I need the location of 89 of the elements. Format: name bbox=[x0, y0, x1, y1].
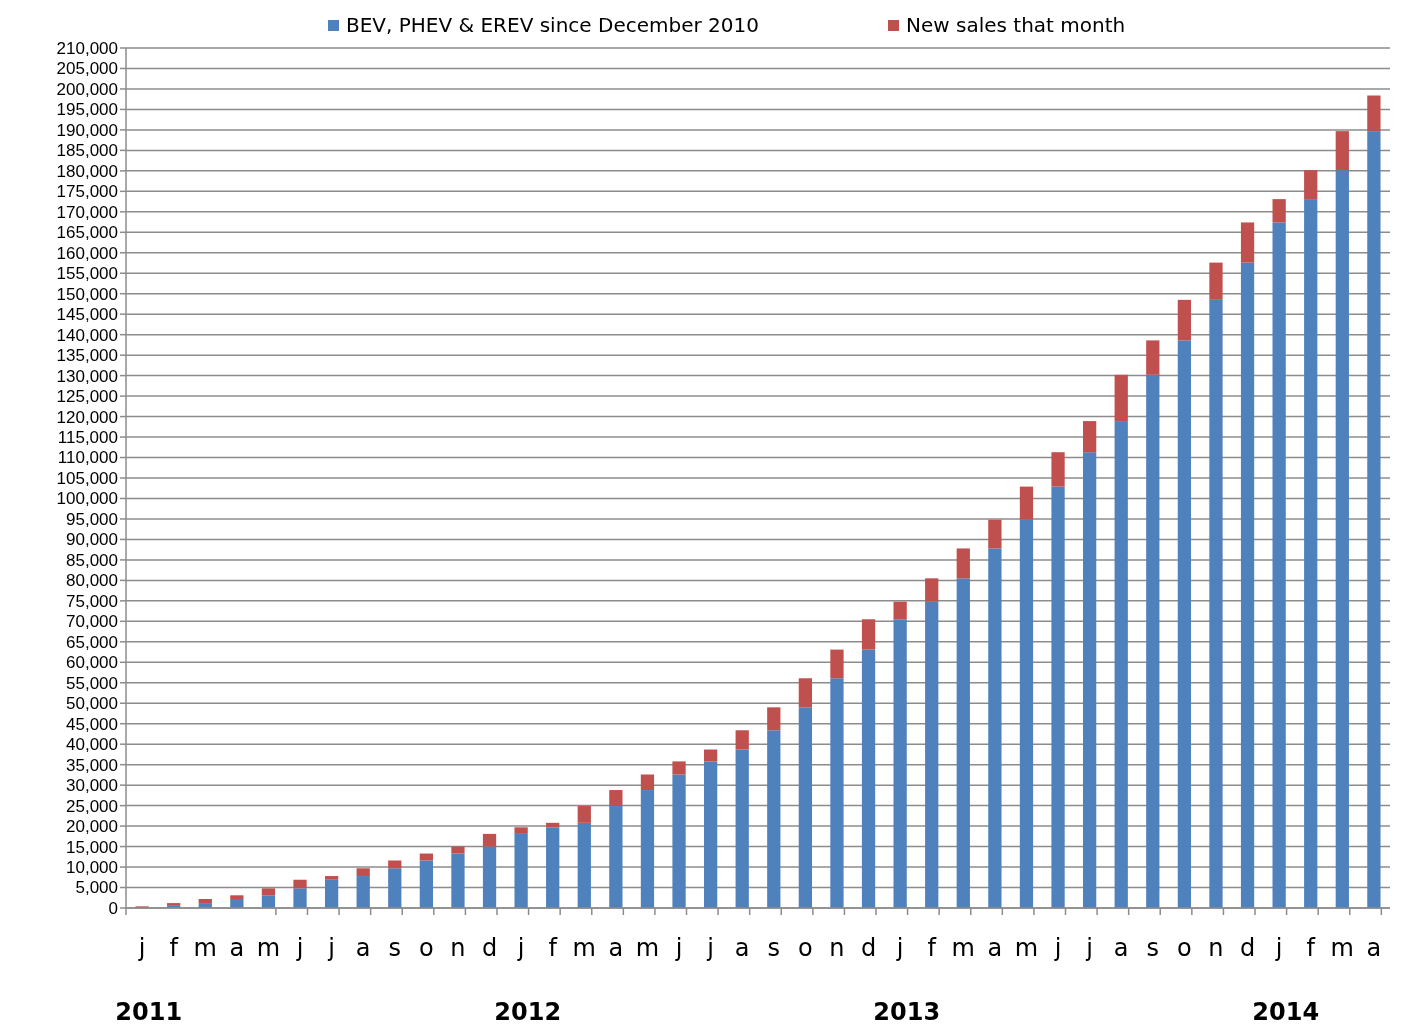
x-tick-label: o bbox=[798, 934, 813, 962]
y-tick-label: 50,000 bbox=[66, 694, 118, 714]
x-tick-label: n bbox=[829, 934, 845, 962]
text: 2012 bbox=[494, 998, 562, 1026]
y-tick-label: 90,000 bbox=[66, 530, 118, 550]
x-tick-label: a bbox=[608, 934, 624, 962]
text: 2013 bbox=[873, 998, 941, 1026]
y-tick-label: 120,000 bbox=[56, 407, 118, 427]
x-tick-label: a bbox=[734, 934, 750, 962]
x-tick-label: d bbox=[860, 934, 877, 962]
legend-label: BEV, PHEV & EREV since December 2010 bbox=[346, 13, 759, 37]
x-tick-label: j bbox=[674, 934, 683, 962]
y-tick-label: 140,000 bbox=[56, 325, 118, 345]
y-tick-label: 170,000 bbox=[56, 202, 118, 222]
y-tick-label: 145,000 bbox=[56, 305, 118, 325]
x-tick-label: j bbox=[137, 934, 146, 962]
x-tick-label: j bbox=[1085, 934, 1093, 962]
x-tick-label: n bbox=[1208, 934, 1224, 962]
y-tick-label: 25,000 bbox=[66, 796, 118, 816]
y-tick-label: 205,000 bbox=[56, 59, 118, 79]
y-tick-label: 180,000 bbox=[56, 161, 118, 181]
x-tick-label: f bbox=[1306, 934, 1316, 962]
y-tick-label: 75,000 bbox=[66, 591, 118, 611]
y-tick-label: 105,000 bbox=[56, 468, 118, 488]
x-tick-label: a bbox=[355, 934, 371, 962]
y-tick-label: 95,000 bbox=[66, 509, 118, 529]
y-tick-label: 160,000 bbox=[56, 243, 118, 263]
x-tick-label: m bbox=[1330, 934, 1354, 962]
y-tick-label: 125,000 bbox=[56, 387, 118, 407]
x-tick-label: f bbox=[169, 934, 179, 962]
x-tick-label: a bbox=[1366, 934, 1382, 962]
x-tick-label: o bbox=[1177, 934, 1192, 962]
y-tick-label: 175,000 bbox=[56, 182, 118, 202]
text: 2014 bbox=[1252, 998, 1320, 1026]
y-tick-label: 85,000 bbox=[66, 550, 118, 570]
y-tick-label: 55,000 bbox=[66, 673, 118, 693]
text: 2011 bbox=[115, 998, 183, 1026]
x-tick-label: d bbox=[481, 934, 498, 962]
x-tick-label: j bbox=[327, 934, 335, 962]
y-tick-label: 80,000 bbox=[66, 571, 118, 591]
x-tick-label: a bbox=[1113, 934, 1129, 962]
x-tick-label: s bbox=[388, 934, 402, 962]
y-tick-label: 155,000 bbox=[56, 264, 118, 284]
y-tick-label: 110,000 bbox=[57, 448, 118, 468]
y-tick-label: 45,000 bbox=[66, 714, 118, 734]
y-tick-label: 70,000 bbox=[66, 612, 118, 632]
y-tick-label: 15,000 bbox=[66, 837, 118, 857]
x-tick-label: s bbox=[1146, 934, 1160, 962]
y-tick-label: 65,000 bbox=[66, 632, 118, 652]
y-tick-label: 30,000 bbox=[66, 776, 118, 796]
x-tick-label: j bbox=[1274, 934, 1283, 962]
x-tick-label: f bbox=[548, 934, 558, 962]
y-tick-label: 20,000 bbox=[66, 817, 118, 837]
y-tick-label: 115,000 bbox=[57, 428, 118, 447]
y-tick-label: 195,000 bbox=[56, 100, 118, 120]
x-tick-label: m bbox=[193, 934, 217, 962]
x-tick-label: m bbox=[635, 934, 660, 962]
y-tick-label: 190,000 bbox=[56, 120, 118, 140]
x-tick-label: a bbox=[987, 934, 1003, 962]
x-tick-label: f bbox=[927, 934, 937, 962]
x-tick-label: m bbox=[256, 934, 281, 962]
y-tick-label: 130,000 bbox=[56, 366, 118, 386]
y-tick-label: 100,000 bbox=[56, 489, 118, 509]
y-tick-label: 135,000 bbox=[56, 346, 118, 366]
x-tick-label: d bbox=[1239, 934, 1256, 962]
y-tick-label: 150,000 bbox=[56, 284, 118, 304]
x-tick-label: a bbox=[229, 934, 245, 962]
y-tick-label: 210,000 bbox=[56, 38, 118, 58]
x-tick-label: j bbox=[516, 934, 525, 962]
y-tick-label: 200,000 bbox=[56, 79, 118, 99]
x-tick-label: j bbox=[295, 934, 304, 962]
x-tick-label: o bbox=[419, 934, 434, 962]
legend-label: New sales that month bbox=[906, 13, 1126, 37]
y-tick-label: 0 bbox=[108, 898, 118, 918]
x-tick-label: m bbox=[572, 934, 596, 962]
y-tick-label: 5,000 bbox=[75, 878, 118, 898]
x-tick-label: m bbox=[951, 934, 975, 962]
y-tick-label: 40,000 bbox=[66, 735, 118, 755]
x-tick-label: s bbox=[767, 934, 781, 962]
y-tick-label: 185,000 bbox=[56, 141, 118, 161]
x-tick-label: m bbox=[1014, 934, 1039, 962]
y-tick-label: 165,000 bbox=[56, 223, 118, 243]
x-tick-label: n bbox=[450, 934, 466, 962]
x-tick-label: j bbox=[895, 934, 904, 962]
y-tick-label: 10,000 bbox=[66, 858, 118, 877]
x-tick-label: j bbox=[1053, 934, 1062, 962]
x-tick-label: j bbox=[706, 934, 714, 962]
y-tick-label: 60,000 bbox=[66, 653, 118, 673]
y-tick-label: 35,000 bbox=[66, 755, 118, 775]
